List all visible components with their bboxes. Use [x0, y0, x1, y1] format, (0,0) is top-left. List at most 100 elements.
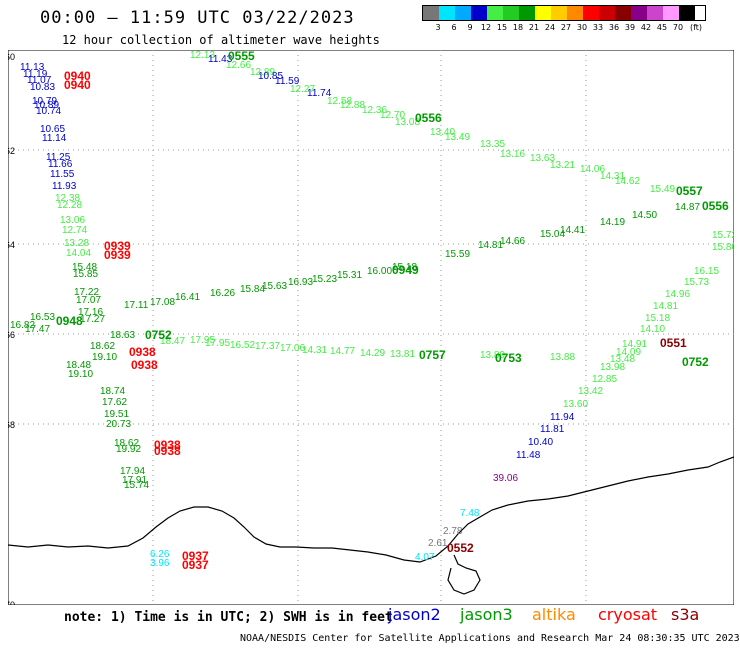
wave-height-value: 14.10: [640, 324, 665, 335]
legend-swatch: [583, 6, 599, 20]
wave-height-value: 11.13: [20, 62, 45, 73]
legend-swatch: [615, 6, 631, 20]
legend-label: 45: [656, 23, 668, 32]
footer-note: note: 1) Time is in UTC; 2) SWH is in fe…: [64, 610, 393, 625]
wave-height-value: 6.26: [150, 549, 170, 560]
wave-height-value: 11.94: [550, 412, 575, 423]
wave-height-value: 12.85: [592, 374, 617, 385]
legend-swatch: [679, 6, 695, 20]
wave-height-value: 14.06: [580, 164, 605, 175]
wave-height-value: 12.88: [340, 100, 365, 111]
pass-time-label: 0939: [104, 239, 131, 253]
wave-height-value: 12.66: [226, 60, 251, 71]
wave-height-value: 15.73: [684, 277, 709, 288]
legend-label: 6: [451, 23, 457, 32]
wave-height-value: 13.49: [445, 132, 470, 143]
wave-height-value: 13.98: [600, 362, 625, 373]
wave-height-value: 14.81: [478, 240, 503, 251]
wave-height-value: 18.48: [66, 360, 91, 371]
pass-time-label: 0557: [676, 184, 703, 198]
wave-height-value: 4.07: [415, 552, 435, 563]
wave-height-value: 13.08: [395, 117, 420, 128]
wave-height-value: 17.11: [124, 300, 149, 311]
wave-height-value: 16.26: [210, 288, 235, 299]
legend-label: 3: [435, 23, 441, 32]
wave-height-value: 19.10: [68, 369, 93, 380]
legend-swatch: [487, 6, 503, 20]
wave-height-value: 13.48: [610, 354, 635, 365]
wave-height-value: 17.37: [255, 341, 280, 352]
satellite-name-cryosat: cryosat: [598, 605, 658, 624]
legend-label: 18: [512, 23, 524, 32]
wave-height-value: 15.18: [392, 262, 417, 273]
legend-swatch: [519, 6, 535, 20]
wave-height-value: 12.13: [190, 50, 215, 61]
legend-unit: (ft): [689, 23, 703, 32]
wave-height-value: 13.63: [530, 153, 555, 164]
page-title: 00:00 – 11:59 UTC 03/22/2023: [40, 8, 355, 28]
satellite-name-jason2: jason2: [388, 605, 441, 624]
legend-swatch: [503, 6, 519, 20]
wave-height-map: -60-62-64-66-68-70303336394245 11.1311.1…: [8, 50, 734, 605]
wave-height-value: 12.38: [55, 193, 80, 204]
wave-height-value: 13.60: [563, 399, 588, 410]
wave-height-value: 17.47: [25, 324, 50, 335]
legend-label: 21: [528, 23, 540, 32]
wave-height-value: 11.93: [52, 181, 77, 192]
footer-credit: NOAA/NESDIS Center for Satellite Applica…: [240, 633, 740, 644]
wave-height-value: 14.87: [675, 202, 700, 213]
wave-height-value: 20.73: [106, 419, 131, 430]
wave-height-value: 13.21: [550, 160, 575, 171]
wave-height-value: 17.07: [76, 295, 101, 306]
wave-height-value: 14.66: [500, 236, 525, 247]
pass-time-label: 0948: [56, 314, 83, 328]
wave-height-value: 15.80: [712, 242, 734, 253]
wave-height-value: 2.61: [428, 538, 448, 549]
legend-label: 15: [496, 23, 508, 32]
pass-time-label: 0752: [145, 328, 172, 342]
wave-height-value: 15.72: [712, 230, 734, 241]
wave-height-value: 17.08: [150, 297, 175, 308]
wave-height-value: 12.58: [327, 96, 352, 107]
wave-height-value: 19.51: [104, 409, 129, 420]
wave-height-value: 10.89: [34, 100, 59, 111]
wave-height-value: 13.06: [60, 215, 85, 226]
wave-height-value: 12.36: [362, 105, 387, 116]
wave-height-value: 16.15: [694, 266, 719, 277]
legend-swatch: [567, 6, 583, 20]
wave-height-value: 18.47: [160, 336, 185, 347]
wave-height-value: 14.81: [653, 301, 678, 312]
wave-height-value: 14.41: [560, 225, 585, 236]
wave-height-value: 13.81: [390, 349, 415, 360]
lat-label: -66: [8, 330, 15, 340]
satellite-name-altika: altika: [532, 605, 576, 624]
wave-height-value: 15.85: [73, 269, 98, 280]
wave-height-value: 14.50: [632, 210, 657, 221]
pass-time-label: 0757: [419, 348, 446, 362]
satellite-name-s3a: s3a: [671, 605, 700, 624]
wave-height-value: 13.40: [430, 127, 455, 138]
wave-height-value: 17.16: [78, 307, 103, 318]
wave-height-value: 11.19: [23, 69, 48, 80]
wave-height-value: 15.31: [337, 270, 362, 281]
wave-height-value: 12.70: [380, 110, 405, 121]
wave-height-value: 10.85: [258, 71, 283, 82]
pass-time-label: 0949: [392, 263, 419, 277]
antarctic-coastline: [8, 456, 734, 595]
wave-height-value: 16.82: [10, 320, 35, 331]
wave-height-value: 11.81: [540, 424, 565, 435]
pass-time-label: 0556: [415, 111, 442, 125]
wave-height-value: 19.10: [92, 352, 117, 363]
wave-height-value: 14.04: [66, 248, 91, 259]
pass-time-label: 0552: [447, 541, 474, 555]
wave-height-value: 15.74: [124, 480, 149, 491]
wave-height-value: 18.63: [110, 330, 135, 341]
wave-height-value: 11.55: [50, 169, 75, 180]
wave-height-value: 19.92: [116, 444, 141, 455]
wave-height-value: 13.89: [480, 350, 505, 361]
pass-time-label: 0938: [154, 444, 181, 458]
wave-height-value: 13.35: [480, 139, 505, 150]
color-legend: 3 6 9 12 15 18 21 24 27 30 33 36 39 42 45 70 (ft): [422, 5, 706, 32]
wave-height-value: 16.53: [30, 312, 55, 323]
lat-label: -68: [8, 420, 15, 430]
